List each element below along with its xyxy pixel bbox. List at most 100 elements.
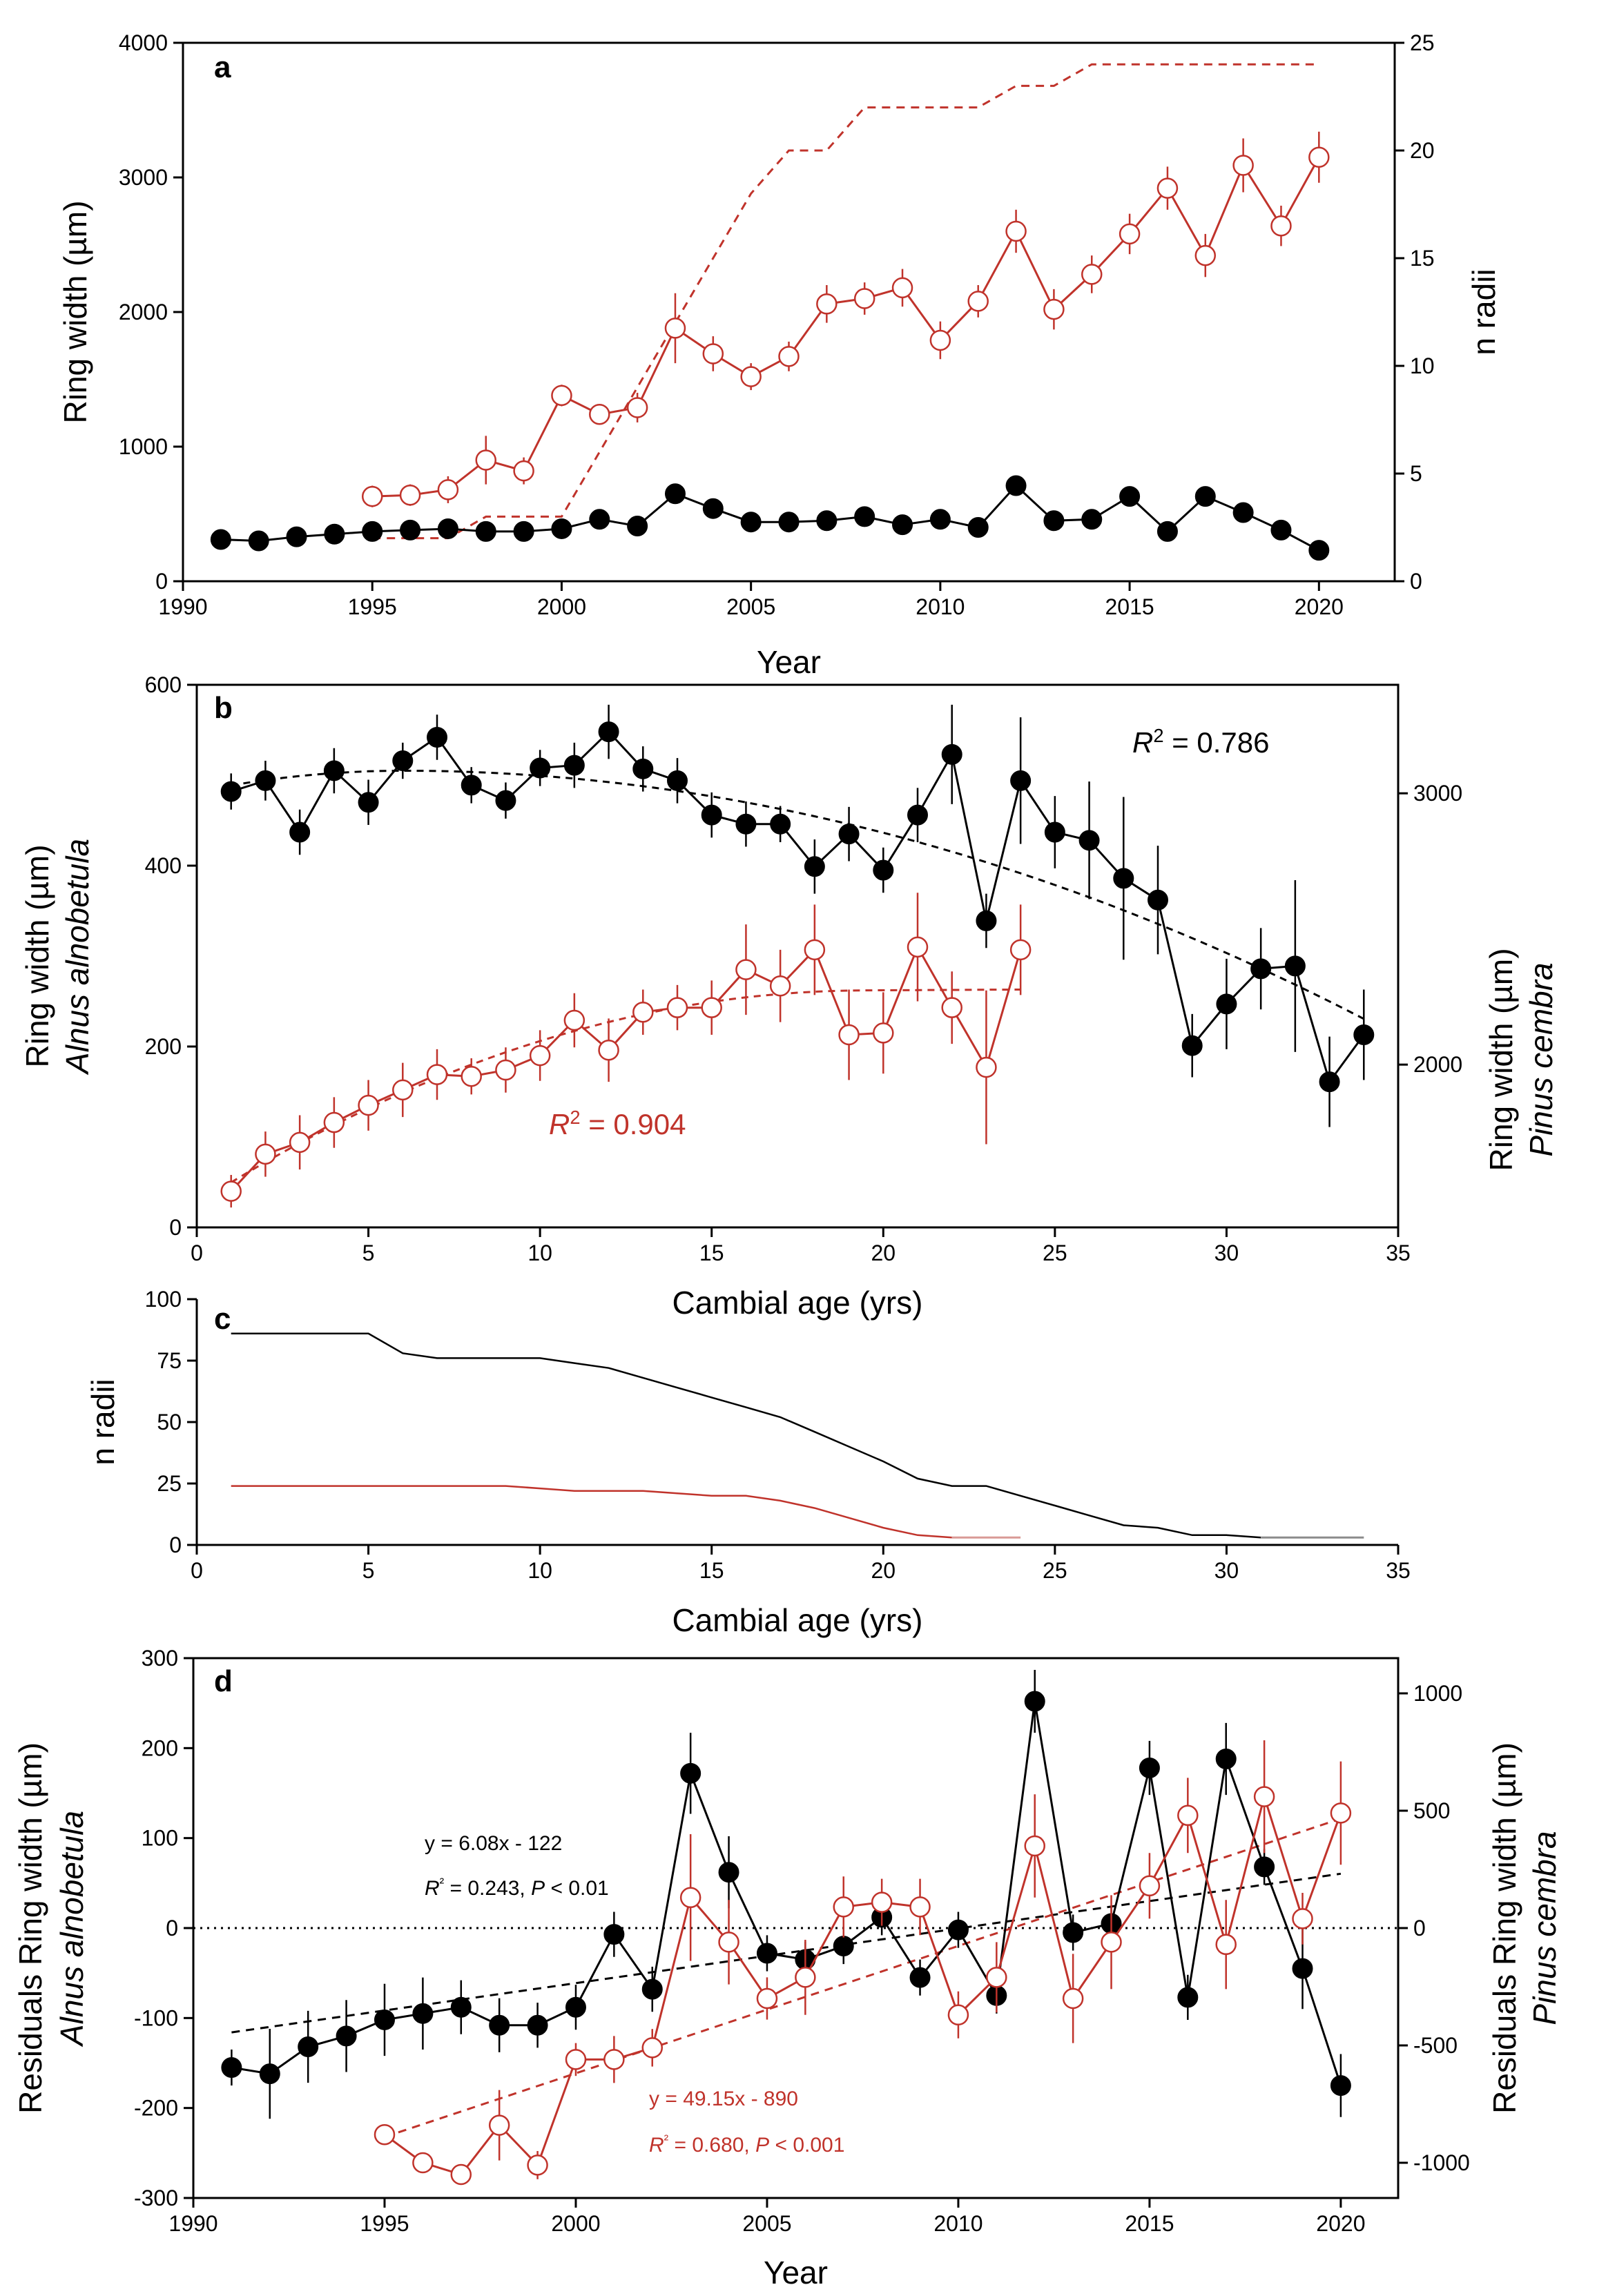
d-ylabel-species: Alnus alnobetula xyxy=(54,1811,90,2047)
a-pinus-point xyxy=(891,277,913,299)
d-alnus-point xyxy=(374,2009,395,2030)
d-ytick-label: 200 xyxy=(142,1735,178,1760)
a-pinus-point xyxy=(1119,223,1141,245)
a-alnus-point xyxy=(1232,502,1254,523)
b-pinus-point xyxy=(1009,939,1032,961)
d-pinus-point xyxy=(374,2123,396,2146)
b-pinus-point xyxy=(255,1143,276,1165)
d-alnus-point xyxy=(1024,1691,1045,1712)
a-alnus-point xyxy=(854,506,875,527)
a-alnus-point xyxy=(286,526,307,547)
a-alnus-point xyxy=(816,510,838,532)
a-xlabel: Year xyxy=(757,644,821,680)
d-pinus-point xyxy=(1330,1802,1352,1824)
d-alnus-point xyxy=(221,2057,242,2079)
a-pinus-point xyxy=(1005,220,1027,242)
a-alnus-point xyxy=(324,523,345,545)
b-pinus-point xyxy=(873,1022,894,1044)
d-ytick-label: 0 xyxy=(166,1916,178,1940)
b-pinus-point xyxy=(769,975,791,997)
d-pinus-point xyxy=(1253,1786,1275,1807)
b-xtick-label: 5 xyxy=(362,1241,375,1265)
a-alnus-point xyxy=(1043,510,1065,532)
a-pinus-point xyxy=(513,460,534,482)
d-xtick-label: 2020 xyxy=(1316,2211,1365,2236)
b-alnus-point xyxy=(461,775,482,796)
b-pinus-point xyxy=(323,1111,345,1134)
a-alnus-point xyxy=(1270,519,1292,541)
d-pinus-point xyxy=(833,1896,854,1918)
d-pinus-equation: y = 49.15x - 890 xyxy=(649,2088,798,2110)
a-alnus-point xyxy=(1308,540,1330,561)
d-y2label: Residuals Ring width (µm) xyxy=(1487,1742,1522,2114)
c-ylabel: n radii xyxy=(85,1379,121,1465)
a-alnus-point xyxy=(210,529,231,550)
a-y2tick-label: 15 xyxy=(1410,246,1435,271)
b-xtick-label: 15 xyxy=(699,1241,724,1265)
b-alnus-point xyxy=(1113,868,1134,889)
a-pinus-point xyxy=(1194,244,1217,266)
d-pinus-point xyxy=(1215,1934,1237,1956)
d-pinus-point xyxy=(1139,1875,1161,1897)
d-alnus-point xyxy=(909,1967,931,1988)
a-ytick-label: 2000 xyxy=(119,300,168,324)
b-pinus-point xyxy=(392,1079,414,1101)
a-alnus-point xyxy=(664,483,686,505)
d-panel-label: d xyxy=(214,1664,233,1698)
a-xtick-label: 2010 xyxy=(916,594,965,619)
a-y2tick-label: 20 xyxy=(1410,138,1435,163)
a-xtick-label: 2005 xyxy=(726,594,775,619)
a-y2tick-label: 25 xyxy=(1410,30,1435,55)
b-pinus-point xyxy=(563,1009,585,1031)
a-alnus-point xyxy=(513,521,534,542)
b-pinus-point xyxy=(735,959,757,980)
c-ytick-label: 50 xyxy=(157,1410,182,1434)
d-alnus-point xyxy=(1254,1856,1275,1878)
b-pinus-point xyxy=(838,1024,860,1046)
b-ylabel: Ring width (µm) xyxy=(19,844,55,1067)
a-alnus-point xyxy=(702,498,724,519)
a-pinus-point xyxy=(929,329,951,351)
a-ytick-label: 0 xyxy=(155,569,168,594)
a-pinus-point xyxy=(1270,215,1292,237)
b-pinus-point xyxy=(495,1059,516,1081)
c-xtick-label: 35 xyxy=(1386,1558,1411,1583)
panel-a: 1990 1995 2000 2005 2010 2015 2020010002000300… xyxy=(57,30,1502,680)
c-panel-label: c xyxy=(214,1302,231,1336)
b-r2-alnus: R2 = 0.786 xyxy=(1132,725,1270,759)
b-pinus-point xyxy=(358,1094,379,1116)
a-n-radii-line xyxy=(372,63,1319,540)
a-alnus-point xyxy=(967,517,989,538)
b-pinus-point xyxy=(632,1001,654,1023)
d-pinus-point xyxy=(947,2004,969,2026)
panel-b: 0 5 10 15 20 25 30 35 0 200 400 600 2000 3000 b R2 = 0.… xyxy=(19,672,1559,1321)
a-pinus-point xyxy=(778,346,800,367)
d-alnus-point xyxy=(1292,1958,1313,1979)
a-pinus-point xyxy=(626,397,648,418)
d-xtick-label: 2010 xyxy=(933,2211,983,2236)
a-pinus-point xyxy=(475,449,496,471)
d-pinus-point xyxy=(1101,1932,1122,1953)
b-alnus-point xyxy=(427,726,447,748)
a-alnus-point xyxy=(1119,486,1141,507)
c-xtick-label: 0 xyxy=(191,1558,203,1583)
a-y2tick-label: 10 xyxy=(1410,353,1435,378)
d-alnus-point xyxy=(641,1978,663,2000)
d-alnus-point xyxy=(412,2003,434,2024)
b-y2tick-label: 2000 xyxy=(1413,1052,1462,1077)
b-xtick-label: 20 xyxy=(871,1241,896,1265)
a-pinus-point xyxy=(664,318,686,339)
a-alnus-point xyxy=(627,516,648,537)
b-alnus-point xyxy=(323,760,345,781)
d-pinus-point xyxy=(527,2154,548,2176)
d-pinus-point xyxy=(488,2114,510,2136)
d-pinus-point xyxy=(450,2163,472,2186)
a-alnus-point xyxy=(1005,475,1027,496)
d-alnus-point xyxy=(603,1924,625,1945)
d-pinus-stats: R² = 0.680, P < 0.001 xyxy=(649,2132,844,2157)
a-y2label: n radii xyxy=(1466,269,1502,355)
d-ytick-label: -200 xyxy=(134,2096,178,2121)
d-alnus-point xyxy=(565,1996,586,2018)
a-alnus-point xyxy=(400,519,421,541)
b-pinus-fit xyxy=(230,989,1021,1184)
